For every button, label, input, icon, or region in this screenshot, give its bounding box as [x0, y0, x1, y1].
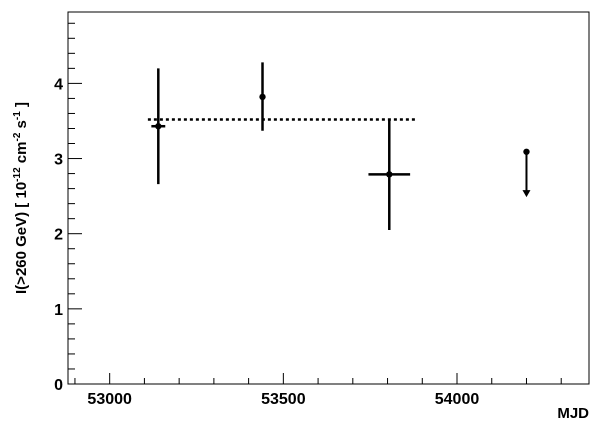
y-tick-label: 2 [54, 227, 63, 244]
y-axis-label-exp1: -12 [12, 167, 23, 182]
y-tick-label: 1 [54, 302, 63, 319]
y-axis-label-main: I(>260 GeV) [ 10 [13, 182, 30, 294]
data-points-layer [151, 62, 411, 230]
y-axis-ticks: 0 1 2 3 4 [54, 22, 82, 394]
y-tick-label: 0 [54, 377, 63, 394]
upper-limit-arrow-head [522, 190, 531, 198]
x-axis-ticks: 53000 53500 54000 [74, 373, 562, 408]
y-axis-label: I(>260 GeV) [ 10-12 cm-2 s-1 ] [12, 102, 30, 294]
y-tick-label: 4 [54, 76, 63, 93]
data-point [259, 93, 266, 101]
plot-frame [67, 11, 590, 385]
y-tick-label: 3 [54, 152, 63, 169]
data-point [386, 171, 393, 178]
y-axis-label-mid: cm [13, 142, 30, 168]
y-axis-label-exp2: -2 [12, 132, 23, 141]
x-tick-label: 54000 [435, 391, 480, 408]
y-axis-label-exp3: -1 [12, 111, 23, 120]
y-axis-label-mid2: s [13, 120, 30, 133]
upper-limit-layer [522, 148, 531, 198]
x-tick-label: 53500 [261, 391, 306, 408]
x-tick-label: 53000 [87, 391, 132, 408]
y-axis-label-end: ] [13, 102, 30, 111]
data-point [155, 123, 162, 130]
x-axis-label: MJD [557, 405, 589, 422]
